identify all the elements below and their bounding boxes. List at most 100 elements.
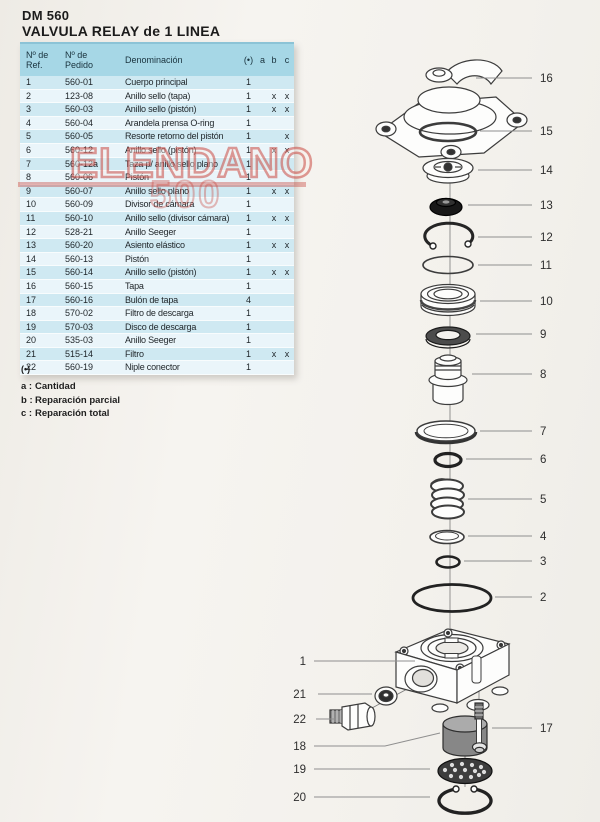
part-drawing-taza [414,420,478,445]
part-drawing-anillo-sello-chico [435,555,461,569]
cell-pedido: 560-01 [63,76,121,90]
cell-pedido: 560-12a [63,157,121,172]
cell-pedido: 560-09 [63,197,121,212]
cell-qty: 1 [240,225,257,240]
cell-qty: 4 [240,293,257,308]
cell-denom: Asiento elástico [121,238,240,253]
cell-a [257,265,268,280]
cell-b [268,252,280,267]
cell-a [257,333,268,348]
cell-ref: 18 [20,306,63,321]
cell-ref: 9 [20,184,63,199]
table-row: 8 560-06 Pistón 1 [20,170,294,185]
cell-pedido: 560-05 [63,129,121,144]
part-drawing-anillo-sello-tapa [411,583,493,613]
cell-ref: 22 [20,360,63,376]
header-pedido: Nº de Pedido [63,42,121,76]
cell-b: x [268,184,280,199]
cell-qty: 1 [240,211,257,226]
cell-ref: 3 [20,102,63,117]
cell-qty: 1 [240,252,257,267]
callout-7: 7 [540,426,546,438]
cell-denom: Pistón [121,170,240,185]
table-row: 13 560-20 Asiento elástico 1 x x [20,238,294,253]
page-title: DM 560 VALVULA RELAY de 1 LINEA [22,8,220,39]
cell-qty: 1 [240,157,257,172]
cell-qty: 1 [240,279,257,294]
cell-ref: 21 [20,347,63,362]
cell-ref: 11 [20,211,63,226]
cell-c [280,252,294,267]
parts-table: Nº de Ref. Nº de Pedido Denominación (•)… [20,42,294,376]
footnote-legend: (•) a : Cantidad b : Reparación parcial c … [21,364,120,421]
cell-denom: Anillo sello (pistón) [121,102,240,117]
cell-a [257,170,268,185]
cell-b: x [268,211,280,226]
cell-c [280,279,294,294]
cell-c [280,116,294,131]
cell-c [280,225,294,240]
cell-qty: 1 [240,238,257,253]
cell-denom: Anillo sello (pistón) [121,143,240,158]
cell-b [268,333,280,348]
parts-table-header: Nº de Ref. Nº de Pedido Denominación (•)… [20,42,294,76]
cell-pedido: 570-02 [63,306,121,321]
cell-c [280,76,294,90]
part-drawing-anillo-sello-piston [418,121,478,143]
cell-c: x [280,129,294,144]
cell-a [257,306,268,321]
cell-c [280,197,294,212]
cell-a [257,293,268,308]
cell-a [257,252,268,267]
cell-a [257,116,268,131]
cell-pedido: 560-06 [63,170,121,185]
table-row: 9 560-07 Anillo sello plano 1 x x [20,184,294,199]
callout-1: 1 [300,656,306,668]
cell-denom: Pistón [121,252,240,267]
cell-b: x [268,238,280,253]
cell-denom: Niple conector [121,360,240,376]
cell-c [280,306,294,321]
cell-a [257,320,268,335]
callout-21: 21 [293,689,306,701]
cell-ref: 2 [20,89,63,104]
cell-b [268,306,280,321]
cell-b: x [268,89,280,104]
exploded-view-diagram: 16 15 14 13 12 11 10 9 8 7 6 5 4 3 2 1 2… [293,59,553,815]
cell-qty: 1 [240,265,257,280]
cell-b [268,170,280,185]
cell-ref: 8 [20,170,63,185]
callout-6: 6 [540,454,546,466]
cell-c: x [280,89,294,104]
callout-4: 4 [540,531,547,543]
cell-denom: Anillo sello (divisor cámara) [121,211,240,226]
cell-qty: 1 [240,333,257,348]
cell-qty: 1 [240,360,257,376]
cell-denom: Filtro de descarga [121,306,240,321]
cell-b [268,279,280,294]
cell-qty: 1 [240,76,257,90]
cell-c [280,320,294,335]
cell-pedido: 528-21 [63,225,121,240]
part-drawing-anillo-seeger-inferior [437,785,493,815]
cell-a [257,143,268,158]
cell-c: x [280,265,294,280]
callout-15: 15 [540,126,553,138]
cell-b [268,320,280,335]
cell-a [257,347,268,362]
cell-qty: 1 [240,89,257,104]
header-row: Nº de Ref. Nº de Pedido Denominación (•)… [20,42,294,76]
table-row: 18 570-02 Filtro de descarga 1 [20,306,294,321]
cell-denom: Anillo Seeger [121,225,240,240]
cell-qty: 1 [240,306,257,321]
cell-denom: Arandela prensa O-ring [121,116,240,131]
callout-9: 9 [540,329,546,341]
cell-denom: Bulón de tapa [121,293,240,308]
cell-ref: 6 [20,143,63,158]
cell-b [268,76,280,90]
cell-pedido: 560-19 [63,360,121,376]
table-row: 3 560-03 Anillo sello (pistón) 1 x x [20,102,294,117]
cell-c: x [280,211,294,226]
cell-a [257,211,268,226]
